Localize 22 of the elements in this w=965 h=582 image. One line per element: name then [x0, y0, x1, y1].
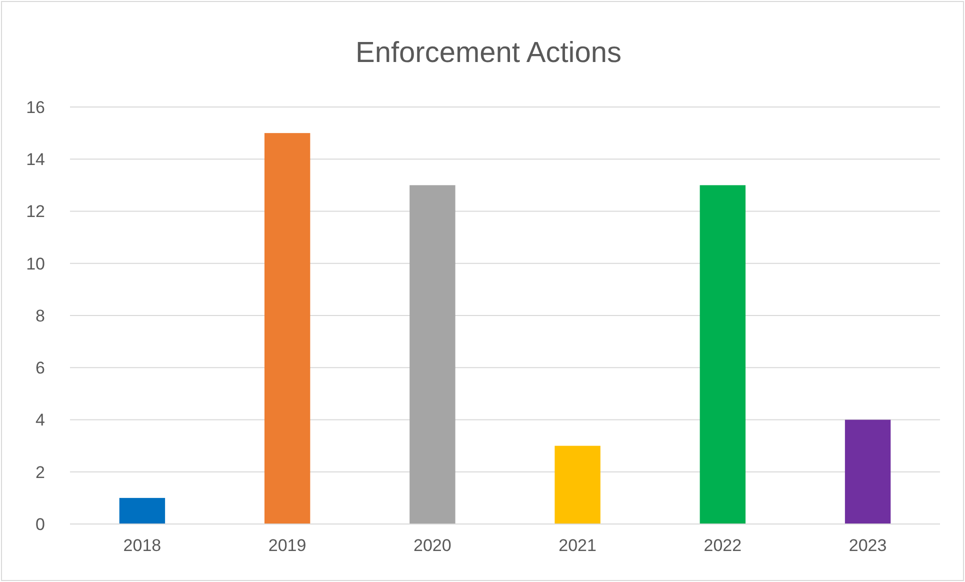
y-tick-label: 14	[26, 150, 45, 170]
x-tick-label: 2023	[848, 536, 887, 555]
chart-title: Enforcement Actions	[356, 37, 622, 69]
y-tick-label: 6	[36, 358, 45, 378]
x-tick-label: 2020	[414, 536, 452, 555]
bar	[410, 185, 456, 524]
x-tick-label: 2019	[268, 536, 306, 555]
y-tick-label: 4	[36, 410, 45, 430]
y-tick-label: 10	[26, 254, 45, 274]
bar	[844, 420, 891, 524]
y-tick-label: 0	[36, 514, 45, 534]
y-tick-label: 16	[26, 98, 45, 117]
y-tick-label: 2	[36, 462, 45, 482]
y-tick-label: 12	[26, 202, 45, 222]
bar	[554, 446, 600, 524]
bar	[264, 133, 310, 524]
bar	[700, 185, 746, 524]
x-tick-label: 2021	[558, 536, 596, 555]
bar	[119, 498, 166, 524]
y-tick-label: 8	[36, 306, 45, 326]
x-tick-label: 2022	[704, 536, 742, 555]
x-tick-label: 2018	[123, 536, 162, 555]
